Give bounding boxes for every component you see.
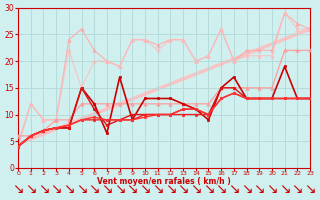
X-axis label: Vent moyen/en rafales ( km/h ): Vent moyen/en rafales ( km/h ) [97,177,231,186]
